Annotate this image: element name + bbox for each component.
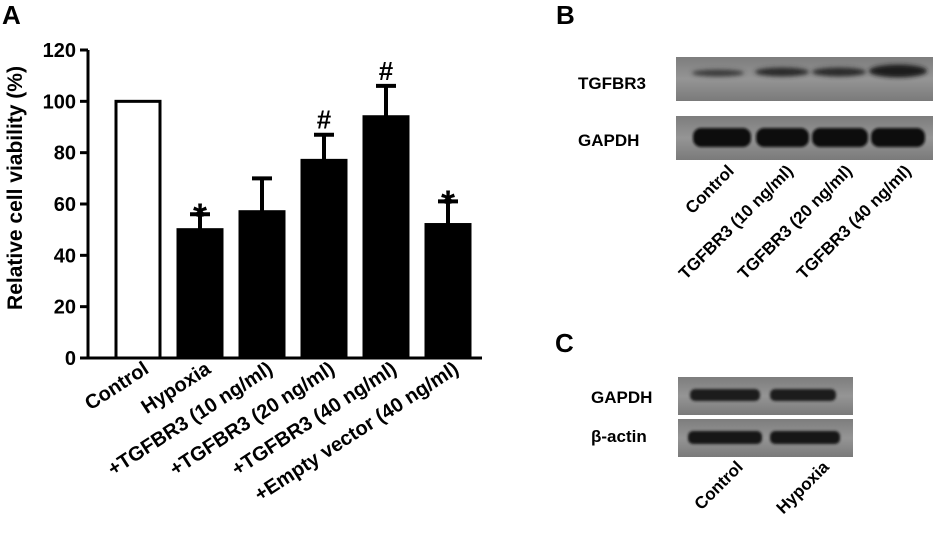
blot-c-row-label-gapdh: GAPDH xyxy=(591,388,652,407)
band xyxy=(812,128,868,147)
y-tick-label: 60 xyxy=(54,194,76,216)
blot-b-row-label-gapdh: GAPDH xyxy=(578,131,639,150)
band xyxy=(688,431,762,444)
panel-c-western-blot: GAPDH β-actin Control Hypoxia xyxy=(591,377,853,518)
band xyxy=(692,69,744,77)
band xyxy=(871,128,925,147)
band xyxy=(869,64,927,78)
y-tick-label: 120 xyxy=(43,40,76,62)
bars: * # # * xyxy=(114,56,472,360)
blot-b-row-label-tgfbr3: TGFBR3 xyxy=(578,74,646,93)
significance-marker: * xyxy=(441,182,455,223)
blot-b-lane-labels: Control TGFBR3 (10 ng/ml) TGFBR3 (20 ng/… xyxy=(675,161,915,283)
y-axis-label: Relative cell viability (%) xyxy=(4,66,27,310)
bar xyxy=(362,115,410,360)
band xyxy=(770,389,836,401)
blot-c-bands-gapdh xyxy=(690,389,836,401)
blot-c-bands-actin xyxy=(688,431,840,444)
panel-a-letter: A xyxy=(2,0,21,30)
band xyxy=(756,128,809,147)
panel-c-letter: C xyxy=(555,328,574,358)
bar xyxy=(176,228,224,360)
band xyxy=(770,431,840,444)
y-tick-label: 0 xyxy=(65,348,76,370)
band xyxy=(755,67,809,77)
band xyxy=(690,389,760,401)
y-tick-label: 20 xyxy=(54,297,76,319)
y-tick-label: 80 xyxy=(54,143,76,165)
blot-b-bands-tgfbr3 xyxy=(692,64,927,78)
panel-b-western-blot: TGFBR3 GAPDH Control TGFBR3 (10 ng/ml) T… xyxy=(578,57,933,283)
blot-b-lane-label: TGFBR3 (20 ng/ml) xyxy=(734,161,856,283)
bar xyxy=(238,210,286,360)
blot-c-lane-labels: Control Hypoxia xyxy=(691,457,834,518)
blot-b-membrane-tgfbr3 xyxy=(676,57,933,101)
y-tick-label: 100 xyxy=(43,91,76,113)
blot-c-lane-label: Control xyxy=(691,457,747,513)
blot-b-lane-label: TGFBR3 (10 ng/ml) xyxy=(675,161,797,283)
significance-marker: * xyxy=(193,195,207,236)
blot-b-bands-gapdh xyxy=(693,128,925,147)
blot-b-lane-label: TGFBR3 (40 ng/ml) xyxy=(793,161,915,283)
significance-marker: # xyxy=(317,105,332,135)
blot-b-lane-label: Control xyxy=(682,161,738,217)
significance-marker: # xyxy=(379,56,394,86)
blot-c-row-label-actin: β-actin xyxy=(591,427,647,446)
panel-a-bar-chart: Relative cell viability (%) 0 20 40 60 80 100… xyxy=(4,40,482,506)
band xyxy=(812,67,866,77)
y-ticks: 0 20 40 60 80 100 120 xyxy=(43,40,88,370)
panel-b-letter: B xyxy=(556,0,575,30)
y-tick-label: 40 xyxy=(54,245,76,267)
bar xyxy=(114,99,162,360)
bar xyxy=(300,158,348,360)
blot-c-lane-label: Hypoxia xyxy=(773,457,834,518)
band xyxy=(693,128,751,147)
bar xyxy=(424,223,472,360)
